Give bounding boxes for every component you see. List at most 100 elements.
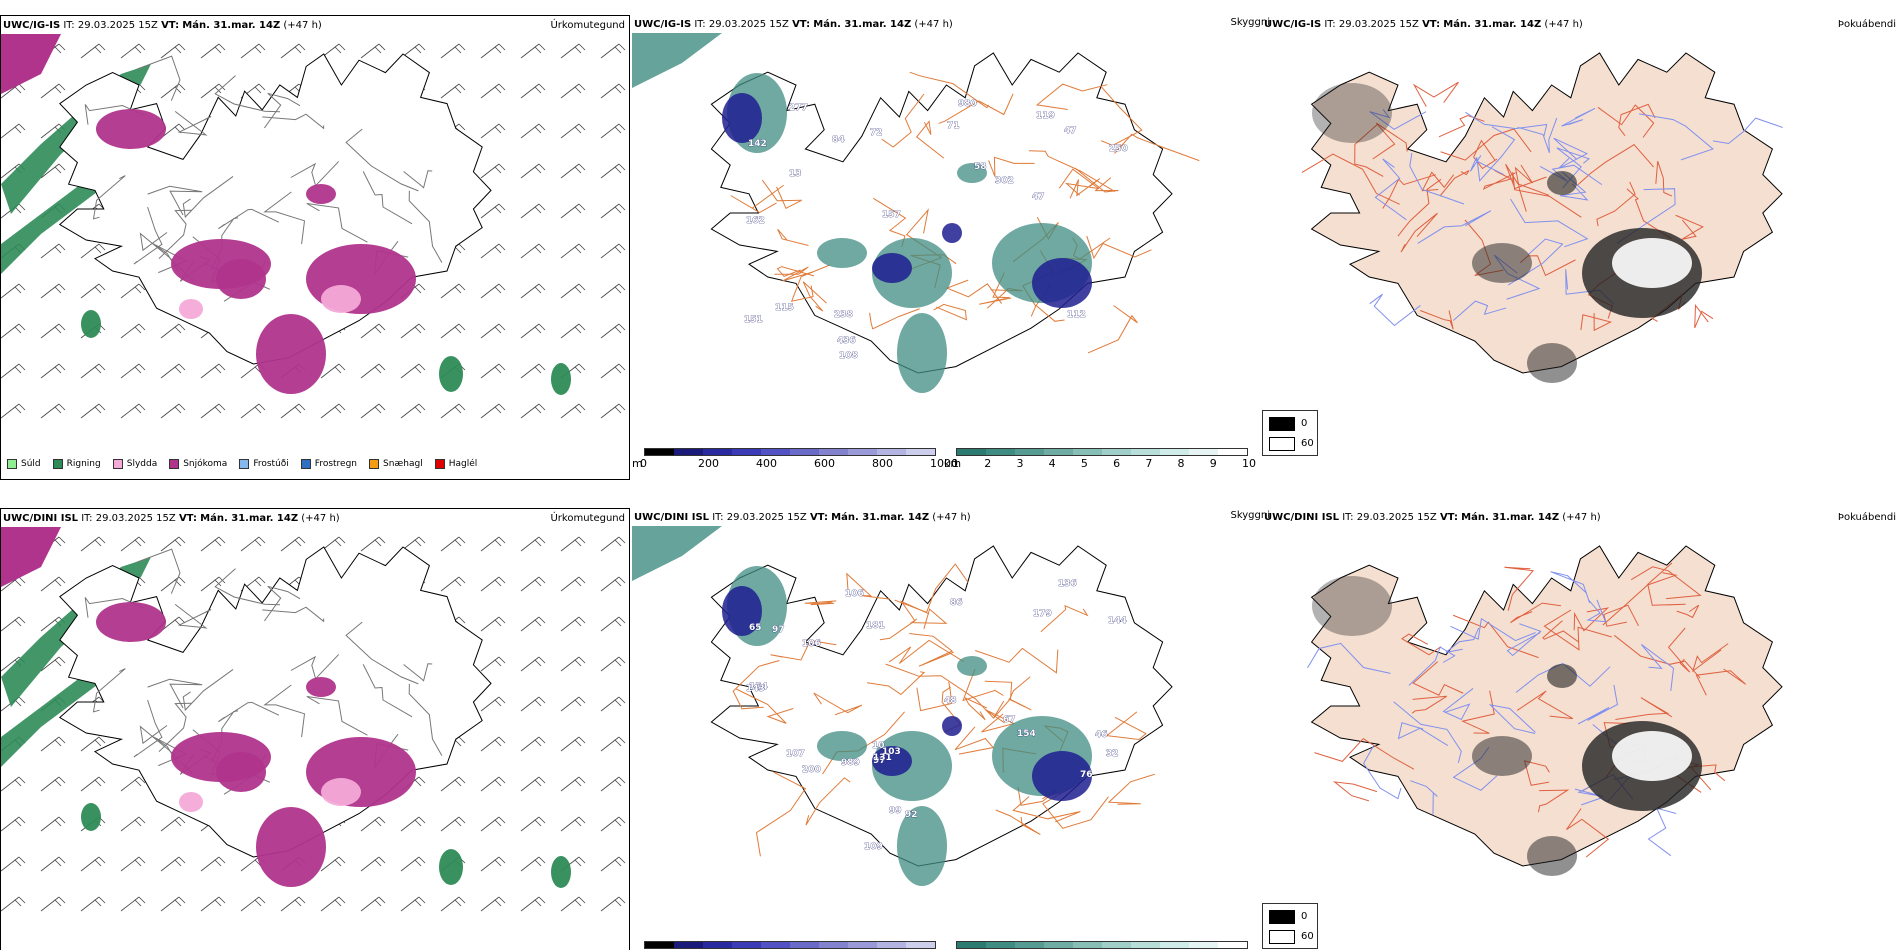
river-line (1647, 807, 1677, 857)
wind-barb (320, 896, 346, 912)
valid-time: Mán. 31.mar. 14Z (831, 512, 930, 523)
legend-label: Snjókoma (183, 459, 228, 469)
wind-barb (520, 816, 546, 832)
road-line (84, 104, 145, 125)
wind-barb (600, 363, 626, 379)
wind-barb (560, 656, 586, 672)
road-line (979, 272, 1012, 305)
road-line (888, 639, 964, 664)
visibility-value-label: 71 (947, 121, 960, 131)
wind-barb (280, 43, 306, 59)
wind-barb (560, 776, 586, 792)
road-line (975, 647, 1059, 674)
road-line (1412, 661, 1464, 696)
road-line (174, 603, 212, 629)
wind-barb (560, 323, 586, 339)
wind-barb (520, 736, 546, 752)
road-line (735, 688, 794, 724)
colorbar-tick: 8 (1177, 457, 1185, 470)
wind-barb (560, 243, 586, 259)
road-line (262, 113, 325, 130)
wind-barb (440, 403, 466, 419)
road-line (846, 572, 891, 600)
visibility-m-area (722, 93, 762, 143)
river-line (1577, 684, 1618, 725)
road-line (1412, 81, 1459, 107)
road-line (1420, 310, 1454, 330)
wind-barb (600, 323, 626, 339)
wind-barb (360, 403, 386, 419)
wind-barb (440, 43, 466, 59)
visibility-value-label: 65 (749, 623, 762, 633)
road-line (804, 600, 837, 606)
wind-barb (360, 43, 386, 59)
wind-barb (480, 123, 506, 139)
road-line (1505, 163, 1550, 196)
colorbar-segment (877, 942, 906, 948)
wind-barb (560, 696, 586, 712)
road-line (174, 110, 212, 136)
lead-time: (+47 h) (283, 20, 322, 31)
visibility-value-label: 106 (802, 639, 821, 649)
road-line (1618, 103, 1656, 137)
wind-barb (40, 83, 66, 99)
river-line (1445, 627, 1480, 653)
precip-legend-item: Snjókoma (169, 459, 227, 469)
rain-area (81, 310, 101, 338)
visibility-value-label: 92 (905, 810, 918, 820)
rain-area (439, 356, 463, 392)
road-line (1676, 604, 1700, 619)
wind-barb (320, 363, 346, 379)
wind-barb (1, 403, 26, 419)
road-line (945, 279, 1002, 304)
wind-barb (480, 243, 506, 259)
road-line (182, 176, 234, 219)
colorbar-segment (906, 449, 935, 455)
colorbar-segment (1218, 942, 1247, 948)
wind-barb (520, 163, 546, 179)
precip-type-panel: UWC/DINI ISL IT: 29.03.2025 15Z VT: Mán.… (0, 508, 630, 950)
colorbar-segment (1073, 942, 1102, 948)
road-line (1647, 562, 1686, 606)
wind-barb (480, 736, 506, 752)
colorbar-tick: 2 (984, 457, 992, 470)
wind-barb (320, 856, 346, 872)
colorbar-segment (1189, 942, 1218, 948)
road-line (147, 185, 203, 216)
road-line (1630, 566, 1702, 600)
wind-barb (40, 403, 66, 419)
cbar-unit: km (944, 457, 962, 470)
visibility-value-label: 84 (832, 135, 845, 145)
visibility-value-label: 115 (775, 303, 794, 313)
colorbar-segment (790, 449, 819, 455)
wind-barb (80, 43, 106, 59)
sleet-area (321, 285, 361, 313)
wind-barb (520, 536, 546, 552)
lead-time: (+47 h) (914, 19, 953, 30)
road-line (962, 669, 1004, 702)
fog-area (1472, 736, 1532, 776)
river-line (1363, 745, 1402, 800)
river-line (1506, 623, 1542, 657)
visibility-m-area (872, 253, 912, 283)
valid-label: VT: (178, 513, 197, 524)
wind-barb (520, 43, 546, 59)
wind-barb (160, 896, 186, 912)
wind-barb (520, 856, 546, 872)
fog-title: Þokuábendi (1837, 512, 1896, 523)
panel-header: UWC/DINI ISL IT: 29.03.2025 15Z VT: Mán.… (1264, 512, 1601, 523)
wind-barb (480, 896, 506, 912)
precip-legend-item: Haglél (434, 459, 477, 469)
visibility-m-area (722, 586, 762, 636)
visibility-value-label: 99 (889, 806, 902, 816)
river-line (1488, 704, 1536, 734)
road-line (158, 209, 192, 259)
legend-swatch (369, 459, 380, 469)
wind-barb (560, 203, 586, 219)
wind-barb (80, 363, 106, 379)
wind-barb (480, 816, 506, 832)
fog-legend-swatch-high (1269, 417, 1295, 431)
wind-barb (160, 83, 186, 99)
colorbar-tick: 7 (1145, 457, 1153, 470)
